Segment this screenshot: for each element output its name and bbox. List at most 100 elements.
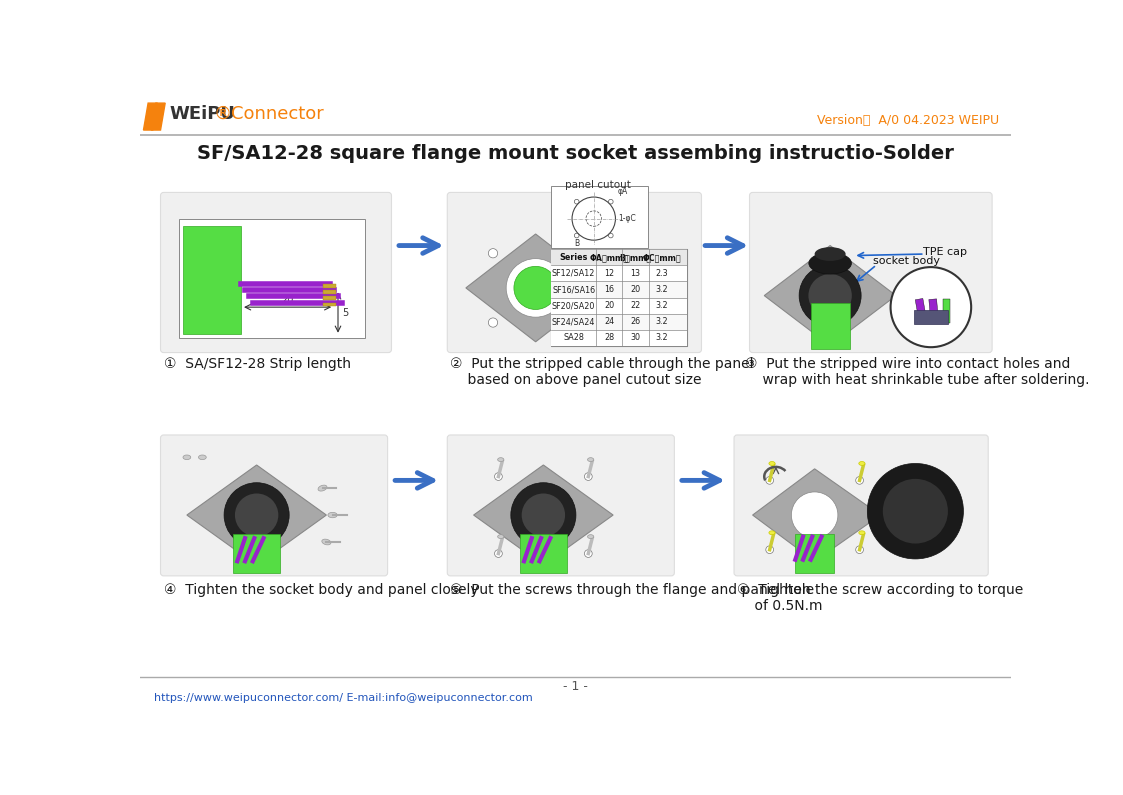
Text: SA28: SA28 bbox=[563, 333, 584, 342]
Text: ⑥  Tighten the screw according to torque
    of 0.5N.m: ⑥ Tighten the screw according to torque … bbox=[737, 583, 1023, 613]
Bar bbox=[183, 227, 241, 334]
FancyBboxPatch shape bbox=[161, 435, 387, 576]
Polygon shape bbox=[765, 246, 896, 346]
Text: SF12/SA12: SF12/SA12 bbox=[551, 269, 595, 278]
Text: - 1 -: - 1 - bbox=[563, 681, 587, 693]
Text: WEiPU: WEiPU bbox=[170, 105, 236, 122]
Text: 5: 5 bbox=[341, 308, 348, 317]
Text: 22: 22 bbox=[630, 301, 641, 310]
Bar bbox=[914, 310, 948, 324]
Ellipse shape bbox=[183, 455, 191, 460]
Ellipse shape bbox=[809, 253, 851, 274]
FancyBboxPatch shape bbox=[447, 192, 702, 352]
Circle shape bbox=[856, 546, 864, 553]
FancyBboxPatch shape bbox=[749, 192, 992, 352]
Bar bbox=[551, 250, 687, 266]
Polygon shape bbox=[144, 103, 157, 130]
Text: Series: Series bbox=[559, 253, 587, 262]
Bar bbox=[322, 284, 337, 288]
Polygon shape bbox=[752, 469, 880, 561]
Text: 3.2: 3.2 bbox=[656, 317, 668, 326]
Circle shape bbox=[766, 476, 774, 484]
Bar bbox=[811, 304, 849, 350]
Ellipse shape bbox=[587, 458, 594, 462]
Circle shape bbox=[225, 483, 290, 548]
Bar bbox=[915, 298, 926, 323]
Text: Version：  A/0 04.2023 WEIPU: Version： A/0 04.2023 WEIPU bbox=[816, 114, 999, 126]
Ellipse shape bbox=[497, 458, 504, 462]
Bar bbox=[322, 303, 337, 306]
Bar bbox=[551, 250, 687, 346]
Text: 2.3: 2.3 bbox=[656, 269, 668, 278]
Circle shape bbox=[867, 463, 964, 559]
Bar bbox=[322, 297, 337, 301]
Bar bbox=[551, 330, 687, 346]
Circle shape bbox=[809, 274, 852, 317]
Text: panel cutout: panel cutout bbox=[565, 180, 630, 190]
FancyBboxPatch shape bbox=[161, 192, 392, 352]
Circle shape bbox=[891, 267, 971, 347]
Text: TPE cap: TPE cap bbox=[923, 246, 967, 257]
Bar bbox=[180, 219, 365, 338]
Bar bbox=[942, 300, 950, 323]
Circle shape bbox=[522, 494, 565, 537]
Ellipse shape bbox=[318, 485, 327, 491]
Polygon shape bbox=[152, 103, 165, 130]
Ellipse shape bbox=[859, 462, 865, 465]
Ellipse shape bbox=[769, 462, 775, 465]
Text: φA: φA bbox=[618, 187, 628, 196]
Text: ⑤  Put the screws through the flange and panel hole: ⑤ Put the screws through the flange and … bbox=[450, 583, 814, 597]
Polygon shape bbox=[186, 465, 327, 565]
Text: 13: 13 bbox=[631, 269, 640, 278]
Bar bbox=[234, 534, 280, 573]
Polygon shape bbox=[474, 465, 613, 565]
Text: ④  Tighten the socket body and panel closely: ④ Tighten the socket body and panel clos… bbox=[164, 583, 478, 597]
Bar bbox=[551, 297, 687, 313]
Text: 3.2: 3.2 bbox=[656, 333, 668, 342]
Bar bbox=[520, 534, 567, 573]
Circle shape bbox=[584, 549, 592, 557]
Text: SF24/SA24: SF24/SA24 bbox=[551, 317, 595, 326]
Bar bbox=[551, 266, 687, 281]
Text: SF/SA12-28 square flange mount socket assembing instructio-Solder: SF/SA12-28 square flange mount socket as… bbox=[197, 144, 953, 163]
Circle shape bbox=[235, 494, 279, 537]
FancyArrowPatch shape bbox=[395, 472, 432, 488]
Polygon shape bbox=[466, 234, 605, 342]
Text: B: B bbox=[574, 239, 579, 248]
Text: 1-φC: 1-φC bbox=[618, 214, 636, 223]
Circle shape bbox=[514, 266, 557, 309]
Text: ②  Put the stripped cable through the panel
    based on above panel cutout size: ② Put the stripped cable through the pan… bbox=[450, 357, 754, 387]
Text: B（mm）: B（mm） bbox=[620, 253, 651, 262]
Text: SF20/SA20: SF20/SA20 bbox=[551, 301, 595, 310]
FancyArrowPatch shape bbox=[399, 238, 438, 254]
Ellipse shape bbox=[497, 535, 504, 538]
Circle shape bbox=[792, 492, 838, 538]
Text: socket body: socket body bbox=[873, 256, 940, 266]
Ellipse shape bbox=[328, 512, 337, 518]
Text: ΦC（mm）: ΦC（mm） bbox=[642, 253, 682, 262]
FancyBboxPatch shape bbox=[734, 435, 988, 576]
Circle shape bbox=[494, 473, 502, 480]
Circle shape bbox=[584, 473, 592, 480]
Circle shape bbox=[883, 479, 948, 544]
Circle shape bbox=[489, 318, 497, 328]
Bar bbox=[795, 534, 834, 573]
Circle shape bbox=[494, 549, 502, 557]
Bar bbox=[551, 281, 687, 297]
Circle shape bbox=[766, 546, 774, 553]
Text: 3.2: 3.2 bbox=[656, 285, 668, 294]
Text: 24: 24 bbox=[604, 317, 614, 326]
Circle shape bbox=[800, 265, 861, 327]
Ellipse shape bbox=[199, 455, 207, 460]
FancyBboxPatch shape bbox=[447, 435, 674, 576]
Circle shape bbox=[511, 483, 576, 548]
FancyArrowPatch shape bbox=[705, 238, 742, 254]
Bar bbox=[551, 186, 648, 248]
Circle shape bbox=[574, 249, 583, 258]
Text: SF16/SA16: SF16/SA16 bbox=[553, 285, 595, 294]
Text: 3.2: 3.2 bbox=[656, 301, 668, 310]
Text: ③  Put the stripped wire into contact holes and
    wrap with heat shrinkable tu: ③ Put the stripped wire into contact hol… bbox=[745, 357, 1089, 387]
Circle shape bbox=[806, 273, 853, 319]
Circle shape bbox=[506, 258, 565, 317]
Ellipse shape bbox=[859, 531, 865, 535]
